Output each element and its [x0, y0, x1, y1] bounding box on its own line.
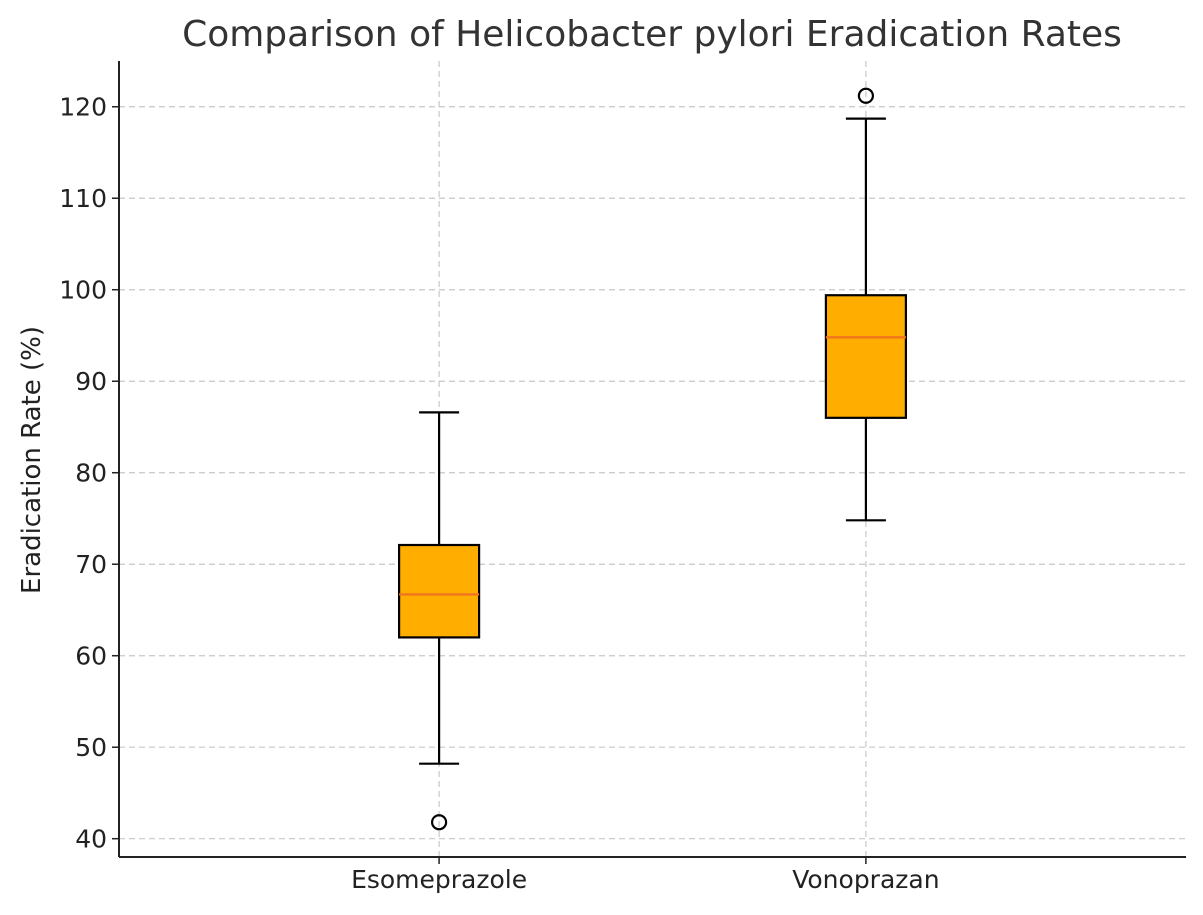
box-group: [398, 411, 481, 831]
y-tick-label: 80: [75, 459, 107, 488]
outlier-point: [857, 87, 875, 104]
iqr-box: [398, 543, 481, 639]
box-layer: [398, 87, 908, 831]
y-tick-label: 70: [75, 550, 107, 579]
chart-title: Comparison of Helicobacter pylori Eradic…: [182, 14, 1122, 55]
y-axis-label: Eradication Rate (%): [17, 326, 47, 594]
box-group: [824, 87, 908, 522]
x-tick-label: Esomeprazole: [351, 865, 527, 894]
y-tick-label: 40: [75, 825, 107, 854]
axis-layer: 40 50 60 70 80 90 100 110 120 Esomeprazole Vonopra…: [59, 61, 1186, 894]
y-tick-label: 50: [75, 733, 107, 762]
x-tick-label: Vonoprazan: [792, 865, 939, 894]
y-tick-label: 100: [59, 276, 107, 305]
y-tick-label: 90: [75, 367, 107, 396]
y-tick-label: 120: [59, 93, 107, 122]
outlier-point: [431, 814, 448, 831]
grid-layer: [119, 61, 1186, 857]
iqr-box: [824, 294, 908, 419]
y-tick-label: 110: [59, 184, 107, 213]
y-tick-label: 60: [75, 642, 107, 671]
